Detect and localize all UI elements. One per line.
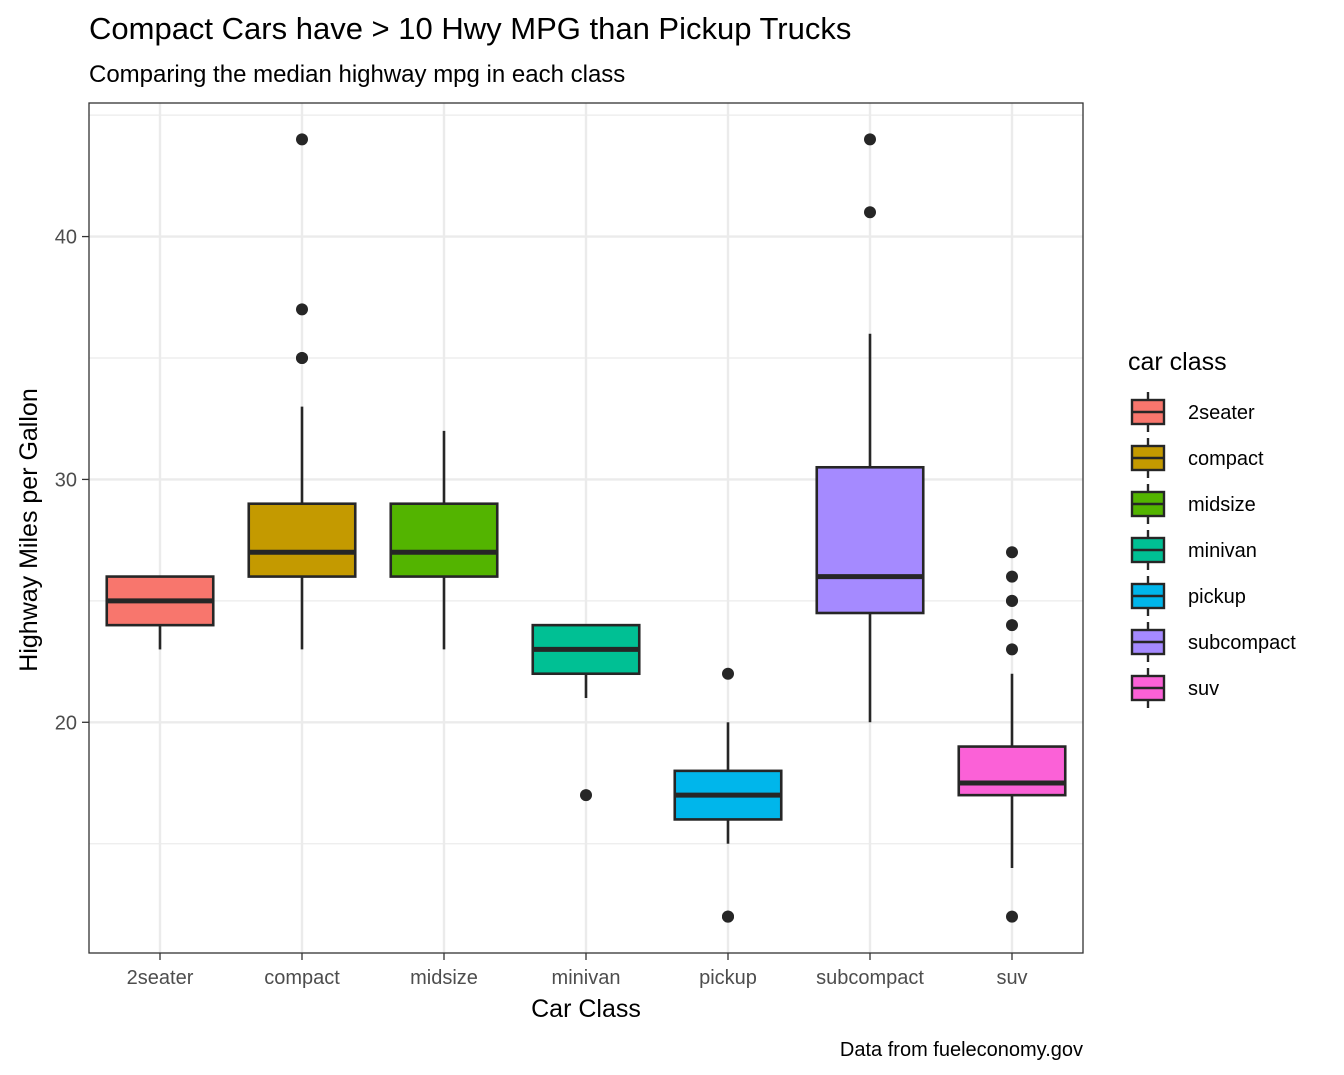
outlier-point [1006, 546, 1018, 559]
legend-label: subcompact [1188, 632, 1296, 654]
outlier-point [864, 133, 876, 146]
x-tick-label: suv [996, 967, 1027, 989]
box-body [389, 502, 499, 578]
legend-item-midsize: midsize [1128, 482, 1256, 526]
legend-item-compact: compact [1128, 436, 1264, 480]
legend-label: 2seater [1188, 402, 1255, 424]
caption: Data from fueleconomy.gov [840, 1039, 1083, 1061]
x-tick-label: pickup [699, 967, 757, 989]
legend-item-pickup: pickup [1128, 574, 1246, 618]
outlier-point [1006, 570, 1018, 583]
legend-item-suv: suv [1128, 666, 1219, 710]
outlier-point [580, 789, 592, 802]
box-suv [957, 546, 1067, 923]
outlier-point [296, 352, 308, 364]
outlier-point [296, 303, 308, 316]
outlier-point [722, 667, 734, 680]
legend-item-minivan: minivan [1128, 528, 1257, 572]
y-axis-title: Highway Miles per Gallon [15, 388, 43, 671]
plot-panel: 20 30 40 2seater compact midsize minivan pickup… [55, 102, 1084, 989]
box-body [247, 502, 357, 578]
legend: car class 2seater compact midsize minivan pi… [1128, 348, 1296, 710]
box-midsize [389, 430, 499, 650]
x-tick-label: 2seater [127, 967, 194, 989]
outlier-point [722, 910, 734, 923]
x-tick-label: midsize [410, 967, 478, 989]
legend-item-subcompact: subcompact [1128, 620, 1296, 664]
legend-label: pickup [1188, 586, 1246, 608]
x-tick-label: minivan [552, 967, 621, 989]
legend-item-2seater: 2seater [1128, 390, 1255, 434]
x-tick-label: compact [264, 967, 340, 989]
box-pickup [673, 667, 783, 923]
box-body [815, 465, 925, 615]
chart-subtitle: Comparing the median highway mpg in each… [89, 61, 625, 88]
outlier-point [864, 206, 876, 219]
legend-title: car class [1128, 348, 1227, 376]
y-tick-label: 40 [55, 227, 77, 249]
legend-label: compact [1188, 448, 1264, 470]
outlier-point [1006, 910, 1018, 923]
box-minivan [531, 623, 641, 802]
box-body [957, 745, 1067, 797]
outlier-point [1006, 643, 1018, 656]
legend-label: suv [1188, 678, 1219, 700]
outlier-point [1006, 594, 1018, 607]
y-tick-label: 20 [55, 712, 77, 734]
y-tick-label: 30 [55, 469, 77, 491]
box-2seater [105, 575, 215, 650]
outlier-point [1006, 619, 1018, 632]
x-axis-title: Car Class [531, 995, 641, 1023]
box-subcompact [815, 133, 925, 723]
outlier-point [296, 133, 308, 146]
x-tick-label: subcompact [816, 967, 924, 989]
legend-label: minivan [1188, 540, 1257, 562]
legend-label: midsize [1188, 494, 1256, 516]
chart-title: Compact Cars have > 10 Hwy MPG than Pick… [89, 11, 851, 46]
box-compact [247, 133, 357, 650]
